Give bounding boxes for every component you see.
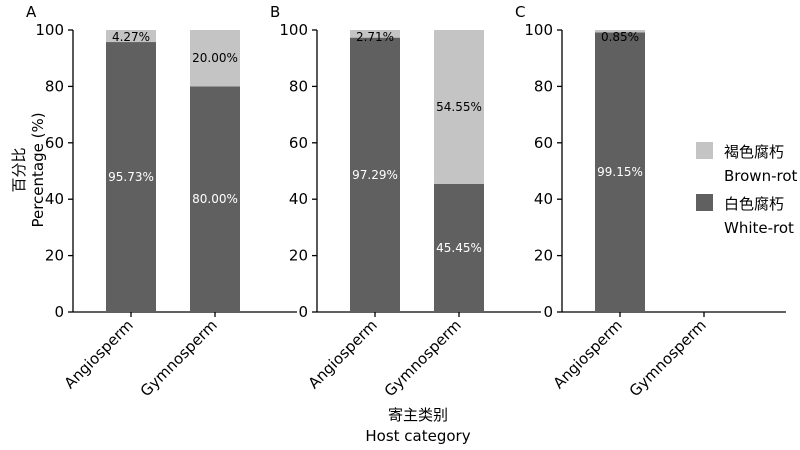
x-axis-title-en: Host category [365,427,470,445]
y-tick-label-b-0: 0 [298,303,308,321]
y-tick-label-b-20: 20 [289,247,308,265]
x-tick-label-a-angiosperm: Angiosperm [61,316,137,392]
data-label-white-rot-c-angiosperm: 99.15% [597,165,643,179]
legend-label-white-rot-en: White-rot [724,219,794,237]
y-tick-label-b-80: 80 [289,77,308,95]
data-label-brown-rot-a-angiosperm: 4.27% [112,30,150,44]
y-tick-label-b-100: 100 [279,21,308,39]
y-tick-label-c-60: 60 [534,134,553,152]
legend-label-brown-rot-en: Brown-rot [724,167,798,185]
y-axis-title-zh: 百分比 [10,147,28,192]
x-tick-label-c-gymnosperm: Gymnosperm [626,316,710,400]
chart-panels: A 0 20 40 60 80 100 4.27% 95.73% Angiosperm 20.00%… [26,3,786,400]
y-tick-label-a-80: 80 [45,77,64,95]
legend: 褐色腐朽 Brown-rot 白色腐朽 White-rot [696,142,798,237]
data-label-brown-rot-c-angiosperm: 0.85% [601,30,639,44]
x-tick-label-a-gymnosperm: Gymnosperm [137,316,221,400]
data-label-white-rot-b-angiosperm: 97.29% [352,168,398,182]
legend-swatch-brown-rot [696,142,713,159]
data-label-white-rot-a-gymnosperm: 80.00% [192,192,238,206]
y-tick-label-a-60: 60 [45,134,64,152]
x-axis-title-zh: 寄主类别 [388,406,448,424]
data-label-brown-rot-b-gymnosperm: 54.55% [436,100,482,114]
y-tick-label-c-0: 0 [543,303,553,321]
data-label-brown-rot-b-angiosperm: 2.71% [356,30,394,44]
legend-swatch-white-rot [696,194,713,211]
y-tick-label-c-80: 80 [534,77,553,95]
panel-letter-b: B [270,3,280,21]
y-axis-title: 百分比 Percentage (%) [10,112,47,227]
legend-label-brown-rot-zh: 褐色腐朽 [724,143,784,161]
x-tick-label-b-angiosperm: Angiosperm [305,316,381,392]
y-tick-label-a-40: 40 [45,190,64,208]
bar-white-rot-b-angiosperm [350,37,400,312]
bar-white-rot-b-gymnosperm [434,183,484,312]
bar-white-rot-a-angiosperm [106,42,156,312]
bar-brown-rot-b-gymnosperm [434,30,484,184]
bar-brown-rot-a-gymnosperm [190,30,240,87]
x-tick-label-b-gymnosperm: Gymnosperm [381,316,465,400]
bar-white-rot-c-angiosperm [595,32,645,312]
y-tick-label-a-0: 0 [54,303,64,321]
y-tick-label-c-20: 20 [534,247,553,265]
panel-a: A 0 20 40 60 80 100 4.27% 95.73% Angiosperm 20.00%… [26,3,297,400]
panel-letter-c: C [515,3,525,21]
y-tick-label-c-40: 40 [534,190,553,208]
y-tick-label-a-20: 20 [45,247,64,265]
panel-b: B 0 20 40 60 80 100 2.71% 97.29% Angiosperm 54.55%… [270,3,541,400]
data-label-brown-rot-a-gymnosperm: 20.00% [192,51,238,65]
y-tick-label-a-100: 100 [35,21,64,39]
bar-brown-rot-c-angiosperm [595,30,645,33]
x-tick-label-c-angiosperm: Angiosperm [550,316,626,392]
legend-label-white-rot-zh: 白色腐朽 [724,195,784,213]
y-tick-label-b-40: 40 [289,190,308,208]
bar-white-rot-a-gymnosperm [190,86,240,313]
y-tick-label-b-60: 60 [289,134,308,152]
y-tick-label-c-100: 100 [524,21,553,39]
panel-letter-a: A [26,3,37,21]
bar-brown-rot-b-angiosperm [350,30,400,38]
data-label-white-rot-b-gymnosperm: 45.45% [436,241,482,255]
data-label-white-rot-a-angiosperm: 95.73% [108,170,154,184]
bar-brown-rot-a-angiosperm [106,30,156,43]
y-axis-title-en: Percentage (%) [29,112,47,227]
